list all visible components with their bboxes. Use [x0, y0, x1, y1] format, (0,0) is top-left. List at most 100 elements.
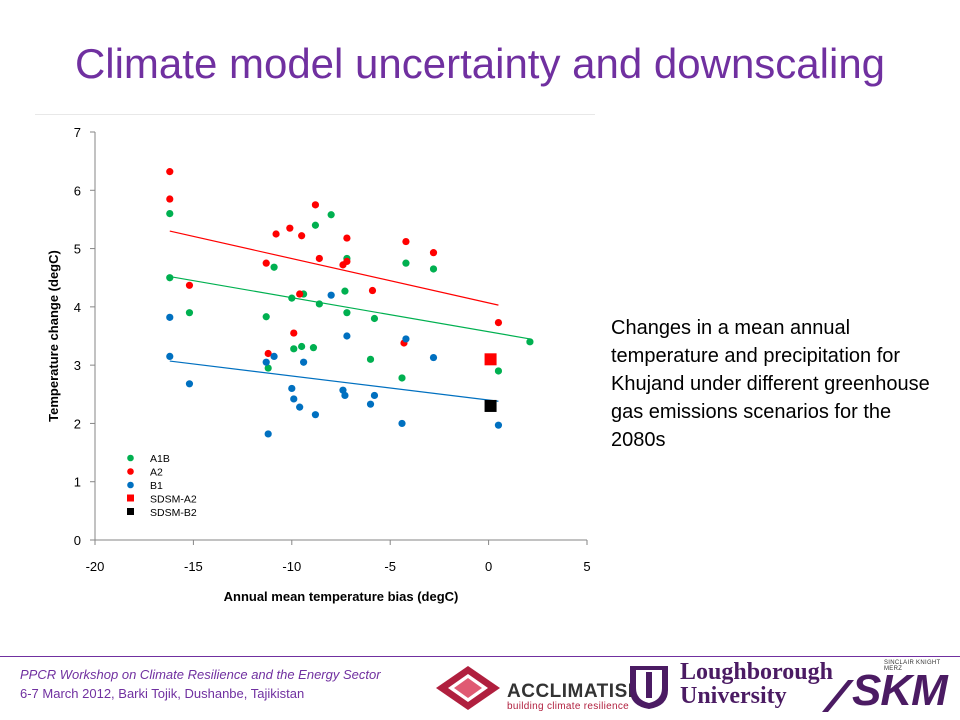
x-tick-label: 5: [583, 559, 590, 574]
point-a1b: [309, 344, 318, 352]
point-b1: [327, 291, 335, 299]
point-a2: [315, 254, 323, 263]
point-a2: [311, 201, 320, 209]
x-tick-label: -20: [86, 559, 105, 574]
point-b1: [185, 380, 194, 388]
point-a1b: [270, 263, 278, 271]
point-b1: [264, 430, 272, 438]
acclimatise-wordmark: ACCLIMATISE: [507, 681, 641, 702]
point-a1b: [370, 314, 379, 323]
skm-slash-icon: [822, 680, 854, 712]
point-b1: [300, 358, 308, 366]
legend-label: B1: [150, 480, 163, 492]
point-a2: [185, 281, 194, 289]
loughborough-line1: Loughborough: [680, 659, 833, 685]
point-a1b: [311, 221, 320, 229]
point-a1b: [366, 355, 375, 363]
point-b1: [290, 395, 298, 403]
footer-date-location: 6-7 March 2012, Barki Tojik, Dushanbe, T…: [20, 686, 305, 701]
point-sdsm-a2: [484, 353, 497, 366]
point-b1: [288, 384, 296, 393]
point-a1b: [262, 313, 270, 321]
point-b1: [311, 411, 320, 419]
point-a1b: [402, 259, 410, 267]
legend-marker: [127, 508, 134, 515]
footer-divider: [0, 656, 960, 657]
point-a2: [298, 232, 306, 240]
point-a2: [494, 318, 503, 327]
point-a2: [368, 286, 377, 295]
loughborough-line2: University: [680, 683, 787, 709]
point-a1b: [398, 374, 406, 382]
point-sdsm-b2: [484, 399, 497, 412]
y-tick-label: 2: [74, 416, 81, 431]
legend-label: A2: [150, 467, 163, 479]
point-b1: [341, 391, 349, 400]
point-a1b: [315, 300, 323, 308]
point-a2: [286, 224, 294, 232]
point-a1b: [264, 364, 272, 372]
chart-tick-labels: 0 1 2 3 4 5 6 7 -20 -15 -10 -5 0 5: [74, 125, 591, 574]
point-b1: [343, 332, 351, 340]
point-b1: [270, 352, 278, 360]
point-a2: [272, 230, 280, 238]
y-tick-label: 5: [74, 242, 81, 257]
legend-marker: [127, 468, 134, 475]
trend-line-a2: [169, 230, 499, 306]
x-tick-label: -15: [184, 559, 203, 574]
point-a2: [166, 168, 174, 176]
trend-line-a1b: [169, 275, 531, 340]
x-axis-label: Annual mean temperature bias (degC): [224, 589, 459, 604]
y-axis-label: Temperature change (degC): [46, 250, 61, 422]
skm-tagline: SINCLAIR KNIGHT MERZ: [884, 660, 941, 672]
point-a2: [262, 259, 270, 267]
acclimatise-logo-icon: [436, 666, 500, 710]
x-tick-label: 0: [485, 559, 492, 574]
loughborough-shield-icon: [630, 666, 668, 709]
acclimatise-tagline: building climate resilience: [507, 701, 630, 712]
chart-trend-lines: [169, 230, 531, 402]
point-a2: [429, 249, 438, 257]
chart-points: [166, 168, 534, 438]
point-a1b: [288, 294, 296, 302]
point-a1b: [290, 345, 298, 353]
y-tick-label: 6: [74, 183, 81, 198]
point-b1: [370, 391, 379, 400]
y-tick-label: 1: [74, 475, 81, 490]
skm-wordmark: SKM: [852, 666, 948, 715]
point-a1b: [298, 342, 306, 351]
point-a2: [290, 329, 298, 337]
point-a1b: [494, 367, 503, 375]
y-tick-label: 4: [74, 300, 81, 315]
point-b1: [262, 358, 270, 366]
y-tick-label: 3: [74, 358, 81, 373]
point-a1b: [327, 211, 335, 219]
loughborough-wordmark: Loughborough University: [680, 660, 833, 708]
point-b1: [429, 353, 438, 362]
chart-description: Changes in a mean annual temperature and…: [611, 317, 930, 451]
point-a2: [343, 257, 351, 265]
point-a2: [296, 290, 304, 298]
point-a1b: [185, 309, 194, 317]
point-b1: [366, 400, 375, 408]
slide-title: Climate model uncertainty and downscalin…: [74, 40, 886, 87]
legend-label: SDSM-A2: [150, 494, 197, 506]
x-tick-label: -10: [282, 559, 301, 574]
point-a2: [166, 195, 174, 203]
point-a2: [264, 349, 272, 358]
legend-marker: [127, 454, 134, 462]
point-b1: [166, 352, 174, 360]
x-tick-label: -5: [384, 559, 396, 574]
trend-line-b1: [169, 360, 499, 402]
point-b1: [494, 421, 503, 429]
footer-event: PPCR Workshop on Climate Resilience and …: [20, 667, 381, 682]
point-b1: [296, 403, 304, 411]
legend-marker: [127, 494, 134, 502]
point-a1b: [526, 338, 534, 346]
point-b1: [398, 419, 406, 428]
point-a2: [343, 234, 351, 242]
point-b1: [166, 313, 174, 321]
y-tick-label: 0: [74, 533, 81, 548]
